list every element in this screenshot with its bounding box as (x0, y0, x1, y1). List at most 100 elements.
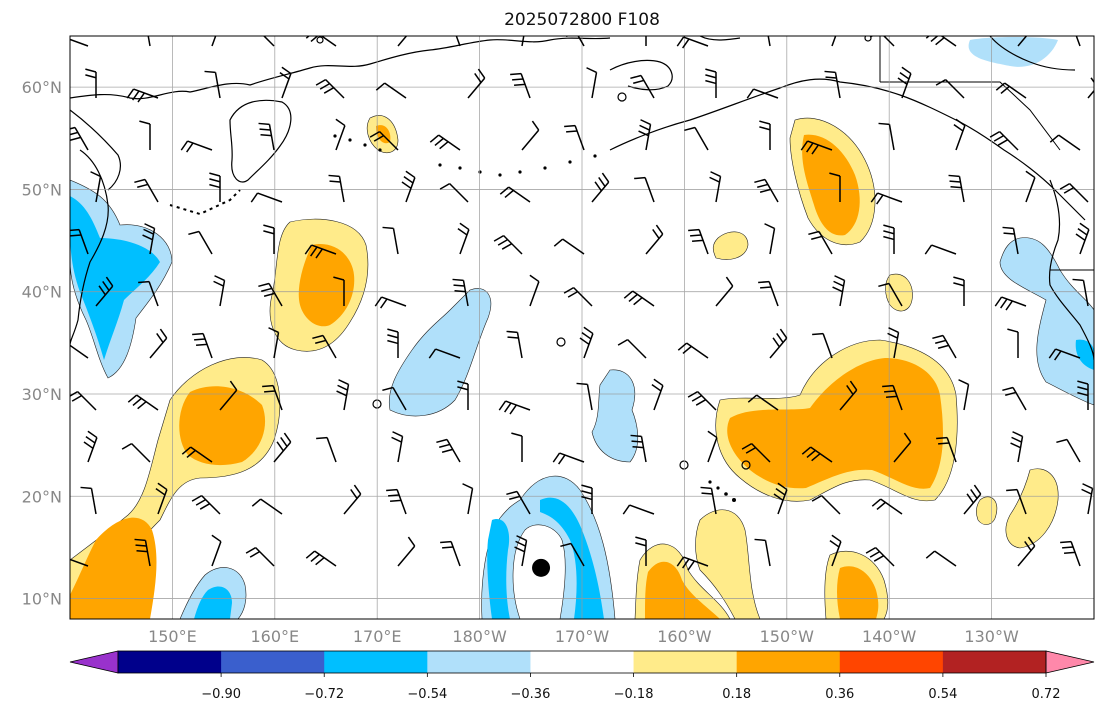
wind-barb (591, 172, 610, 203)
wind-barb (1087, 77, 1094, 99)
colorbar-segment (324, 651, 428, 673)
wind-barb (705, 68, 717, 98)
wind-barb (369, 130, 399, 151)
wind-barb (126, 88, 159, 103)
island-chains (169, 36, 872, 502)
wind-barb (1075, 222, 1090, 255)
anomaly-region-alaska (968, 37, 1058, 67)
wind-barb (401, 170, 416, 203)
wind-barb (645, 224, 664, 255)
wind-barb (882, 384, 903, 411)
wind-barb (374, 296, 407, 309)
colorbar-segment (736, 651, 841, 673)
wind-barb (391, 431, 404, 463)
wind-barb (149, 328, 168, 359)
wind-barb (258, 122, 275, 151)
wind-barb (812, 332, 833, 359)
wind-barb (428, 348, 461, 359)
wind-barb (1081, 483, 1094, 515)
colorbar-tick-label: −0.54 (407, 687, 447, 702)
wind-barb (506, 330, 523, 359)
wind-barb (213, 275, 226, 307)
wind-barb (746, 88, 779, 99)
wind-barb (155, 482, 168, 515)
wind-barb (870, 192, 903, 205)
storm-center-marker (532, 558, 551, 577)
wind-barb (831, 36, 837, 47)
anomaly-region-japan-core (70, 196, 160, 360)
coastlines (70, 36, 1094, 361)
wind-barb (677, 342, 709, 359)
wind-barb (758, 280, 779, 307)
wind-barb (457, 222, 470, 255)
lon-tick-label: 150°E (148, 627, 197, 646)
wind-barb (747, 394, 779, 411)
wind-barb (1077, 380, 1089, 410)
wind-barb (634, 176, 655, 203)
wind-barb (304, 244, 337, 259)
colorbar-segment (530, 651, 635, 673)
wind-barb (801, 446, 833, 463)
wind-barb (1002, 226, 1019, 255)
wind-barb (147, 36, 151, 47)
lon-tick-label: 160°E (250, 627, 299, 646)
wind-barb (1059, 182, 1089, 203)
wind-barb (1048, 348, 1081, 361)
anomaly-region-mid-small (712, 231, 749, 260)
wind-barb (924, 244, 957, 255)
wind-barb (316, 436, 337, 463)
wind-barb (268, 327, 280, 359)
lat-tick-label: 50°N (22, 180, 62, 199)
wind-barb (462, 483, 474, 515)
colorbar-segment (427, 651, 531, 673)
wind-barb (995, 82, 1027, 99)
wind-barb (506, 490, 531, 515)
wind-barb (375, 82, 407, 99)
wind-barb (127, 394, 159, 411)
wind-barb (935, 78, 965, 99)
lon-tick-label: 150°W (760, 627, 815, 646)
wind-barb (192, 332, 213, 359)
coastline-alaska (609, 78, 1086, 221)
longitude-labels: 150°E 160°E 170°E 180°W 170°W 160°W 150°W 140°W… (148, 627, 1019, 646)
lon-tick-label: 130°W (964, 627, 1019, 646)
anomaly-region-southeast-small (975, 496, 998, 525)
wind-barb (1025, 170, 1036, 203)
anomaly-region-bc-core (1075, 339, 1094, 370)
wind-barb (429, 134, 461, 151)
coastline-bc (1048, 179, 1094, 361)
wind-barb (279, 66, 292, 99)
wind-barb (305, 36, 337, 47)
wind-barb (382, 226, 399, 255)
plot-area (70, 36, 1094, 619)
wind-barb (688, 228, 709, 255)
coastline-kamchatka (229, 99, 292, 183)
wind-barb (70, 390, 97, 411)
anomaly-region-north-pacific-core (298, 244, 355, 327)
colorbar-tick-label: −0.72 (304, 687, 344, 702)
wind-barb (273, 432, 292, 463)
wind-barb (1010, 431, 1024, 463)
wind-barb (586, 67, 598, 99)
wind-barb (204, 70, 221, 99)
wind-barb (676, 556, 709, 571)
wind-barb (180, 140, 213, 153)
wind-barb (700, 486, 717, 515)
wind-barb (1056, 438, 1081, 463)
wind-barb (579, 326, 594, 359)
wind-barb (1049, 134, 1081, 151)
wind-barb (581, 484, 593, 514)
colorbar: −0.90 −0.72 −0.54 −0.36 −0.18 0.18 0.36 0.54 0.7… (69, 650, 1095, 702)
wind-barb (754, 538, 771, 567)
anomaly-region-south-west-core (194, 586, 232, 619)
wind-barb (521, 36, 525, 47)
wind-barb (439, 182, 469, 203)
colorbar-extend-low (69, 650, 119, 674)
wind-barb (676, 36, 709, 49)
wind-barb (684, 126, 709, 151)
colorbar-tick-label: −0.90 (201, 687, 241, 702)
lat-tick-label: 20°N (22, 487, 62, 506)
wind-barb (328, 174, 345, 203)
wind-barb (932, 334, 957, 359)
